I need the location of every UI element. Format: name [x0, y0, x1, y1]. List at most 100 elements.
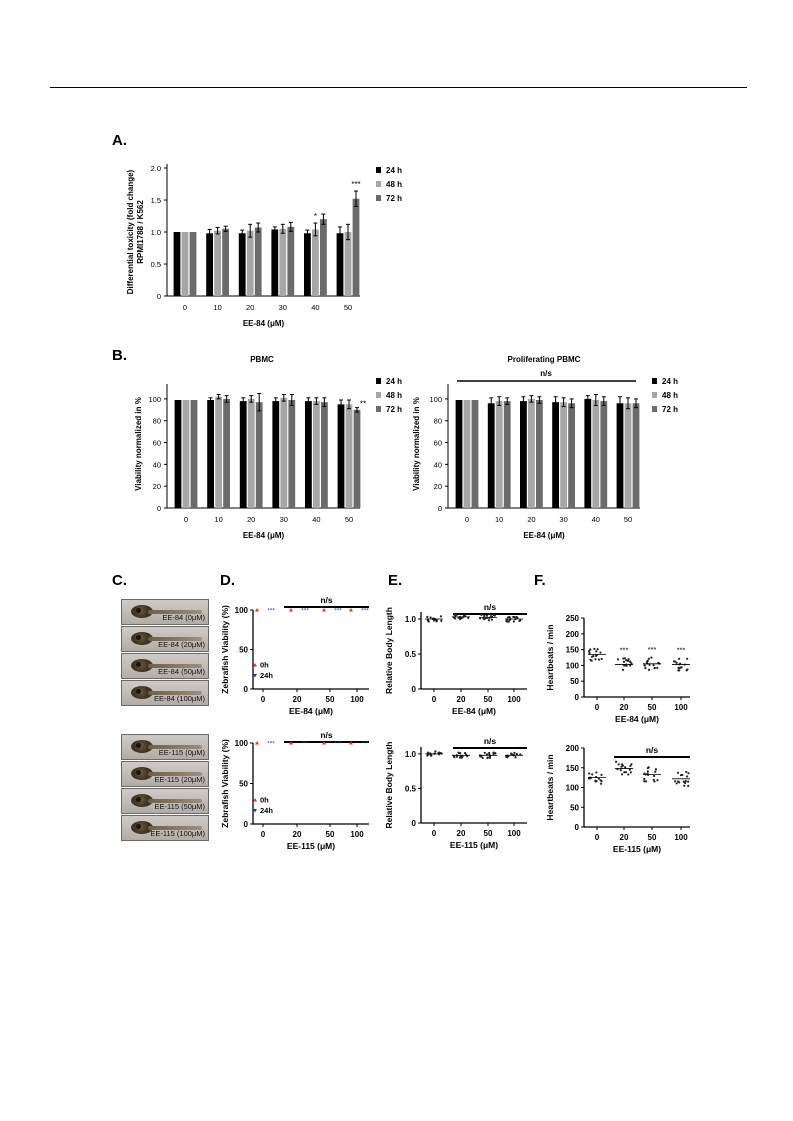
data-point — [646, 659, 649, 662]
embryo-image: EE-115 (100μM) — [121, 815, 209, 841]
y-tick-label: 0.5 — [405, 650, 417, 659]
x-tick-label: 100 — [350, 830, 364, 839]
data-point — [599, 779, 602, 782]
data-point — [439, 615, 443, 618]
point-0h — [322, 608, 326, 612]
x-tick-label: 20 — [457, 829, 466, 838]
x-tick-label: 30 — [559, 515, 567, 524]
bar — [584, 398, 592, 508]
y-tick-label: 80 — [434, 417, 442, 426]
x-axis-label: EE-84 (μM) — [243, 319, 285, 328]
x-axis-label: EE-84 (μM) — [243, 531, 285, 540]
y-axis-label: Viability normalized in % — [134, 397, 143, 491]
bar — [592, 400, 600, 508]
data-point — [453, 613, 456, 616]
legend-swatch — [376, 167, 381, 173]
data-point — [515, 615, 518, 619]
bar — [552, 402, 559, 508]
data-point — [467, 616, 470, 619]
bar — [536, 400, 543, 508]
data-point — [675, 782, 678, 785]
legend-label: 0h — [260, 796, 269, 805]
data-point — [434, 750, 437, 753]
y-tick-label: 20 — [434, 482, 442, 491]
bar — [600, 401, 608, 508]
panel-label-f: F. — [534, 572, 546, 589]
x-tick-label: 100 — [350, 695, 364, 704]
data-point — [596, 648, 599, 651]
data-point — [687, 780, 690, 783]
x-tick-label: 0 — [595, 703, 600, 712]
data-point — [589, 658, 592, 661]
data-point — [673, 660, 677, 663]
x-tick-label: 50 — [345, 515, 353, 524]
bar — [207, 400, 214, 508]
embryo-label: EE-84 (20μM) — [158, 640, 205, 649]
y-tick-label: 0 — [438, 504, 442, 513]
data-point — [624, 766, 627, 769]
bar — [288, 400, 296, 508]
point-annotation: *** — [301, 608, 309, 615]
y-tick-label: 250 — [566, 614, 580, 623]
data-point — [687, 784, 690, 787]
bar — [353, 409, 361, 508]
significance-label: n/s — [484, 602, 497, 612]
data-point — [480, 613, 483, 616]
y-tick-label: 200 — [566, 630, 580, 639]
embryo-image: EE-84 (50μM) — [121, 653, 209, 679]
legend-label: 72 h — [386, 405, 402, 414]
x-axis-label: EE-115 (μM) — [450, 840, 498, 850]
bar — [214, 230, 221, 296]
legend-swatch — [376, 378, 381, 384]
legend-swatch — [253, 809, 257, 813]
data-point — [625, 659, 628, 662]
y-tick-label: 1.5 — [151, 196, 161, 205]
embryo-image: EE-115 (50μM) — [121, 788, 209, 814]
bar — [239, 401, 247, 508]
x-tick-label: 0 — [183, 303, 187, 312]
y-tick-label: 100 — [566, 661, 580, 670]
bar — [503, 401, 511, 508]
y-tick-label: 0 — [575, 823, 580, 832]
embryo-label: EE-115 (50μM) — [154, 802, 205, 811]
data-point — [653, 774, 656, 778]
data-point — [673, 780, 677, 783]
data-point — [616, 658, 620, 661]
panel-label-e: E. — [388, 572, 403, 589]
data-point — [678, 657, 681, 660]
data-point — [647, 766, 650, 769]
panel-label-d: D. — [220, 572, 235, 589]
data-point — [518, 619, 521, 623]
data-point — [513, 616, 516, 619]
data-point — [686, 657, 689, 660]
embryo-image: EE-84 (0μM) — [121, 599, 209, 625]
data-point — [489, 615, 493, 618]
bar — [181, 232, 189, 296]
data-point — [589, 648, 592, 651]
y-tick-label: 60 — [153, 439, 161, 448]
y-tick-label: 20 — [153, 482, 161, 491]
point-annotation: *** — [267, 741, 275, 748]
data-point — [457, 751, 460, 754]
bar — [321, 402, 328, 508]
y-axis-label: Differential toxicity (fold change) — [126, 169, 135, 294]
y-tick-label: 150 — [566, 764, 580, 773]
data-point — [644, 666, 647, 670]
x-tick-label: 20 — [620, 833, 629, 842]
data-point — [461, 755, 464, 758]
y-tick-label: 150 — [566, 646, 580, 655]
data-point — [510, 752, 513, 756]
bar — [337, 404, 345, 508]
data-point — [487, 619, 490, 622]
x-tick-label: 0 — [184, 515, 188, 524]
data-point — [593, 647, 596, 651]
data-point — [680, 666, 683, 669]
bar — [528, 398, 535, 508]
bar — [223, 398, 230, 508]
bar — [560, 402, 567, 508]
x-tick-label: 0 — [595, 833, 600, 842]
data-point — [513, 751, 516, 754]
y-tick-label: 0 — [157, 292, 161, 301]
x-tick-label: 0 — [261, 830, 266, 839]
y-tick-label: 80 — [153, 417, 161, 426]
